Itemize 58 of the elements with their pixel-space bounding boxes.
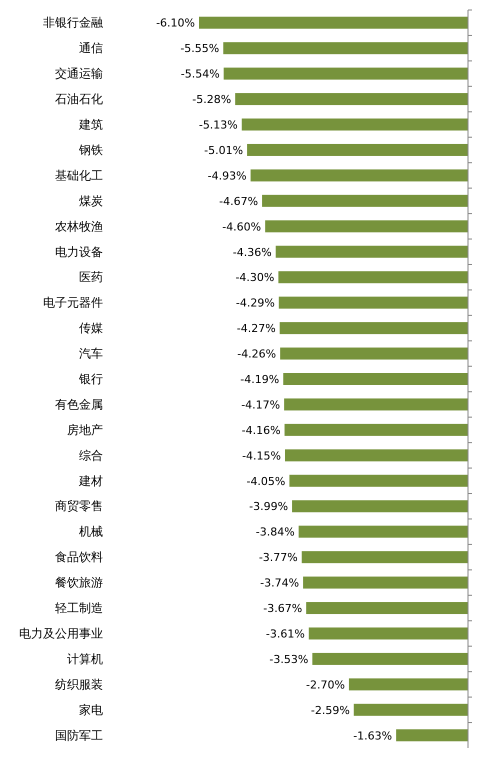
data-label: -2.70%	[306, 678, 345, 692]
data-label: -4.17%	[241, 398, 280, 412]
data-label: -4.05%	[246, 474, 286, 488]
y-tick-label: 建筑	[78, 118, 103, 132]
data-label: -3.99%	[249, 500, 288, 514]
y-tick-label: 农林牧渔	[55, 219, 103, 234]
y-tick-label: 计算机	[67, 652, 103, 666]
data-label: -4.36%	[232, 246, 272, 259]
y-tick-label: 机械	[79, 524, 103, 539]
y-tick-label: 非银行金融	[43, 16, 103, 30]
y-tick-label: 电力及公用事业	[19, 626, 103, 640]
y-tick-label: 交通运输	[55, 66, 103, 81]
data-label: -4.93%	[208, 169, 247, 182]
y-tick-label: 建材	[78, 474, 103, 488]
data-label: -4.60%	[222, 220, 262, 234]
y-tick-label: 汽车	[79, 346, 103, 361]
data-label: -4.16%	[242, 424, 281, 437]
data-label: -5.01%	[204, 144, 244, 157]
y-tick-label: 电子元器件	[43, 296, 103, 310]
data-label: -3.84%	[256, 526, 295, 539]
data-label: -4.30%	[235, 271, 274, 284]
data-label: -3.53%	[269, 652, 308, 666]
data-label: -4.15%	[242, 449, 281, 462]
data-label: -3.67%	[263, 602, 302, 616]
data-label: -3.61%	[266, 627, 305, 640]
y-tick-label: 医药	[79, 270, 103, 284]
y-tick-label: 商贸零售	[55, 499, 103, 514]
data-label: -5.55%	[180, 42, 220, 56]
data-label: -3.74%	[260, 576, 300, 590]
y-tick-label: 基础化工	[55, 168, 103, 182]
y-tick-label: 国防军工	[55, 728, 103, 742]
data-label: -4.67%	[219, 194, 258, 208]
data-label: -5.54%	[180, 68, 220, 81]
data-label: -2.59%	[310, 704, 350, 717]
data-label: -4.19%	[240, 373, 280, 386]
y-tick-label: 石油石化	[55, 92, 103, 106]
y-tick-label: 纺织服装	[55, 677, 103, 692]
data-label: -3.77%	[258, 551, 298, 564]
data-label: -6.10%	[156, 16, 195, 30]
data-label: -1.63%	[353, 729, 392, 742]
y-tick-label: 煤炭	[79, 194, 103, 208]
y-tick-label: 传媒	[79, 321, 103, 336]
y-tick-label: 家电	[79, 702, 103, 717]
y-tick-label: 钢铁	[78, 142, 103, 157]
data-label: -5.28%	[192, 93, 232, 106]
data-label: -4.29%	[236, 296, 275, 310]
y-tick-label: 餐饮旅游	[55, 576, 103, 590]
y-tick-label: 轻工制造	[55, 601, 103, 616]
y-tick-label: 有色金属	[55, 397, 103, 412]
data-label: -5.13%	[198, 118, 238, 132]
data-label: -4.27%	[236, 322, 276, 336]
y-tick-label: 通信	[79, 41, 103, 56]
y-tick-label: 电力设备	[55, 244, 103, 259]
y-tick-label: 食品饮料	[55, 550, 103, 564]
y-tick-label: 房地产	[67, 422, 103, 437]
y-tick-label: 综合	[79, 448, 103, 462]
y-tick-label: 银行	[78, 372, 103, 386]
data-label: -4.26%	[237, 348, 276, 361]
